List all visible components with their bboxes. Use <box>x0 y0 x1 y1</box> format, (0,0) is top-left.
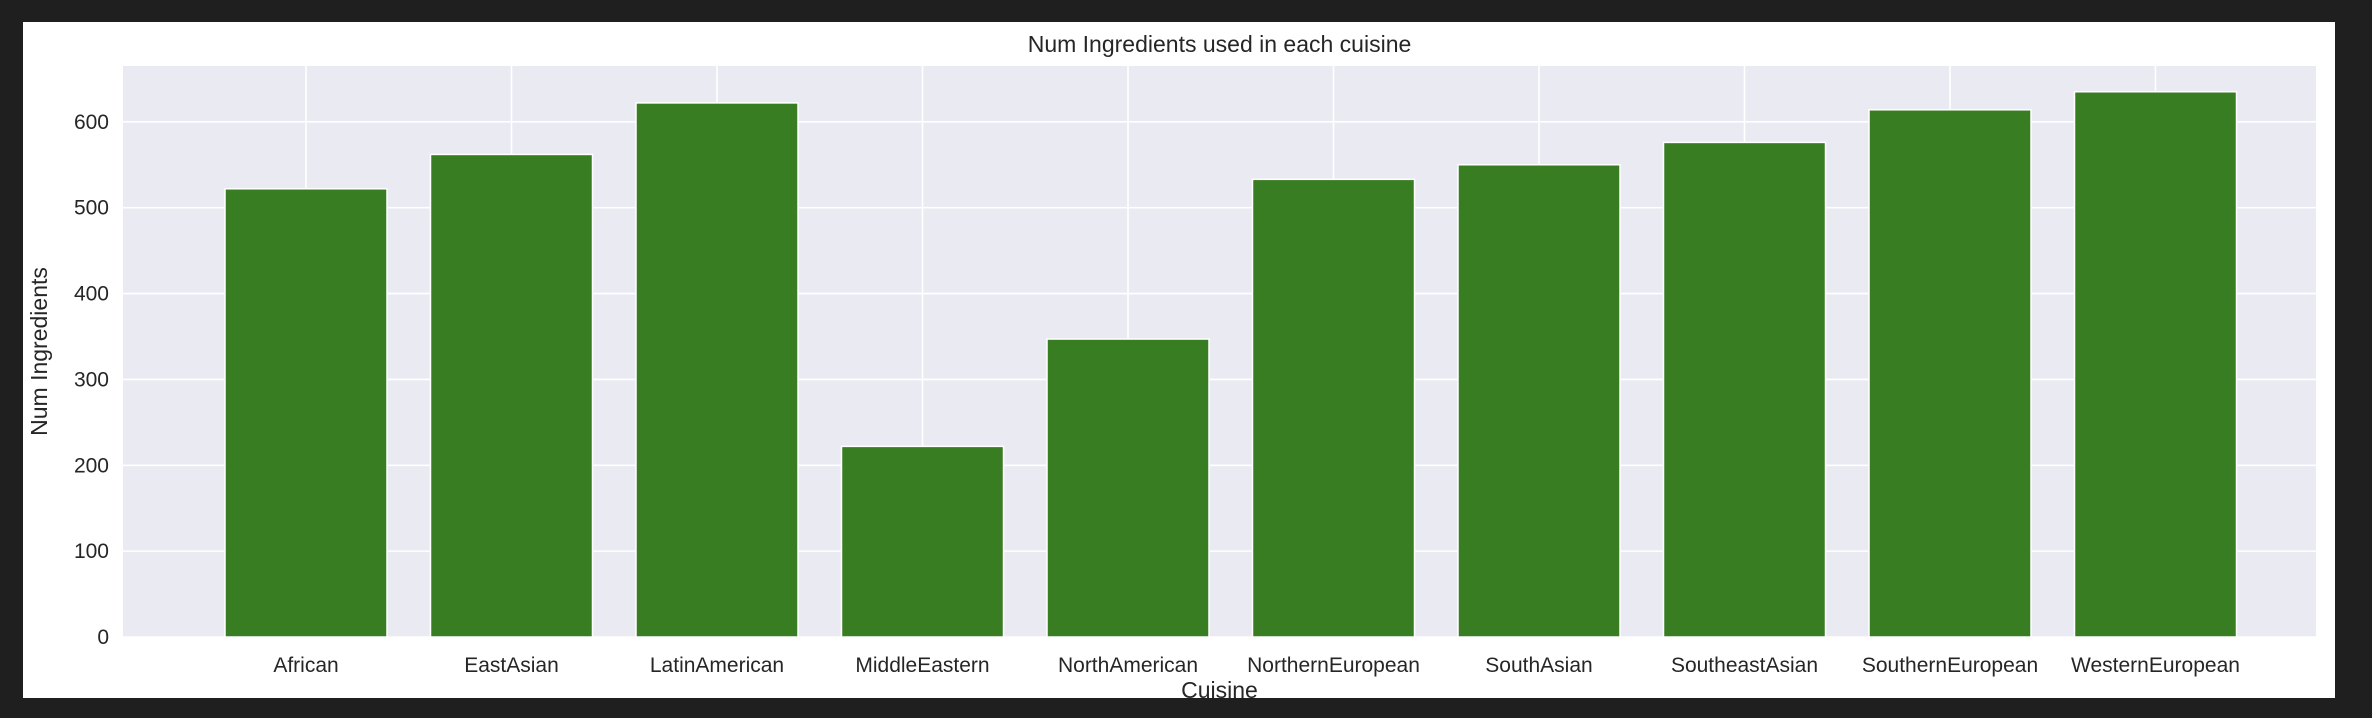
y-tick-label: 400 <box>74 283 109 306</box>
bar-northerneuropean <box>1251 178 1416 638</box>
x-tick-label: NorthAmerican <box>1058 654 1198 677</box>
x-tick-label: EastAsian <box>464 654 559 677</box>
bar-african <box>224 188 388 638</box>
y-tick-label: 200 <box>74 454 109 477</box>
bar-northamerican <box>1046 338 1210 638</box>
bar-southerneuropean <box>1868 109 2032 638</box>
x-tick-label: SouthernEuropean <box>1862 654 2038 677</box>
x-tick-label: African <box>273 654 338 677</box>
bar-southeastasian <box>1662 141 1827 638</box>
x-tick-label: SouthAsian <box>1485 654 1592 677</box>
bar-westerneuropean <box>2073 91 2238 638</box>
x-tick-label: NorthernEuropean <box>1247 654 1420 677</box>
chart-title: Num Ingredients used in each cuisine <box>1028 31 1412 57</box>
y-tick-label: 300 <box>74 368 109 391</box>
bar-latinamerican <box>635 102 799 638</box>
y-tick-label: 100 <box>74 540 109 563</box>
chart-figure: 0 100 200 300 400 500 600 African EastAsian Lati… <box>23 22 2335 698</box>
bars <box>224 91 2238 638</box>
x-tick-label: LatinAmerican <box>650 654 784 677</box>
y-tick-labels: 0 100 200 300 400 500 600 <box>74 111 109 649</box>
y-tick-label: 500 <box>74 197 109 220</box>
y-tick-label: 0 <box>97 626 109 649</box>
x-tick-label: MiddleEastern <box>855 654 989 677</box>
y-axis-label: Num Ingredients <box>26 267 52 436</box>
bar-eastasian <box>429 153 594 638</box>
x-tick-label: SoutheastAsian <box>1671 654 1818 677</box>
x-axis-label: Cuisine <box>1181 677 1258 698</box>
x-tick-label: WesternEuropean <box>2071 654 2240 677</box>
bar-chart: 0 100 200 300 400 500 600 African EastAsian Lati… <box>26 31 2316 698</box>
bar-middleeastern <box>840 445 1005 638</box>
y-tick-label: 600 <box>74 111 109 134</box>
bar-southasian <box>1457 163 1621 638</box>
x-tick-labels: African EastAsian LatinAmerican MiddleEaste… <box>273 654 2240 677</box>
